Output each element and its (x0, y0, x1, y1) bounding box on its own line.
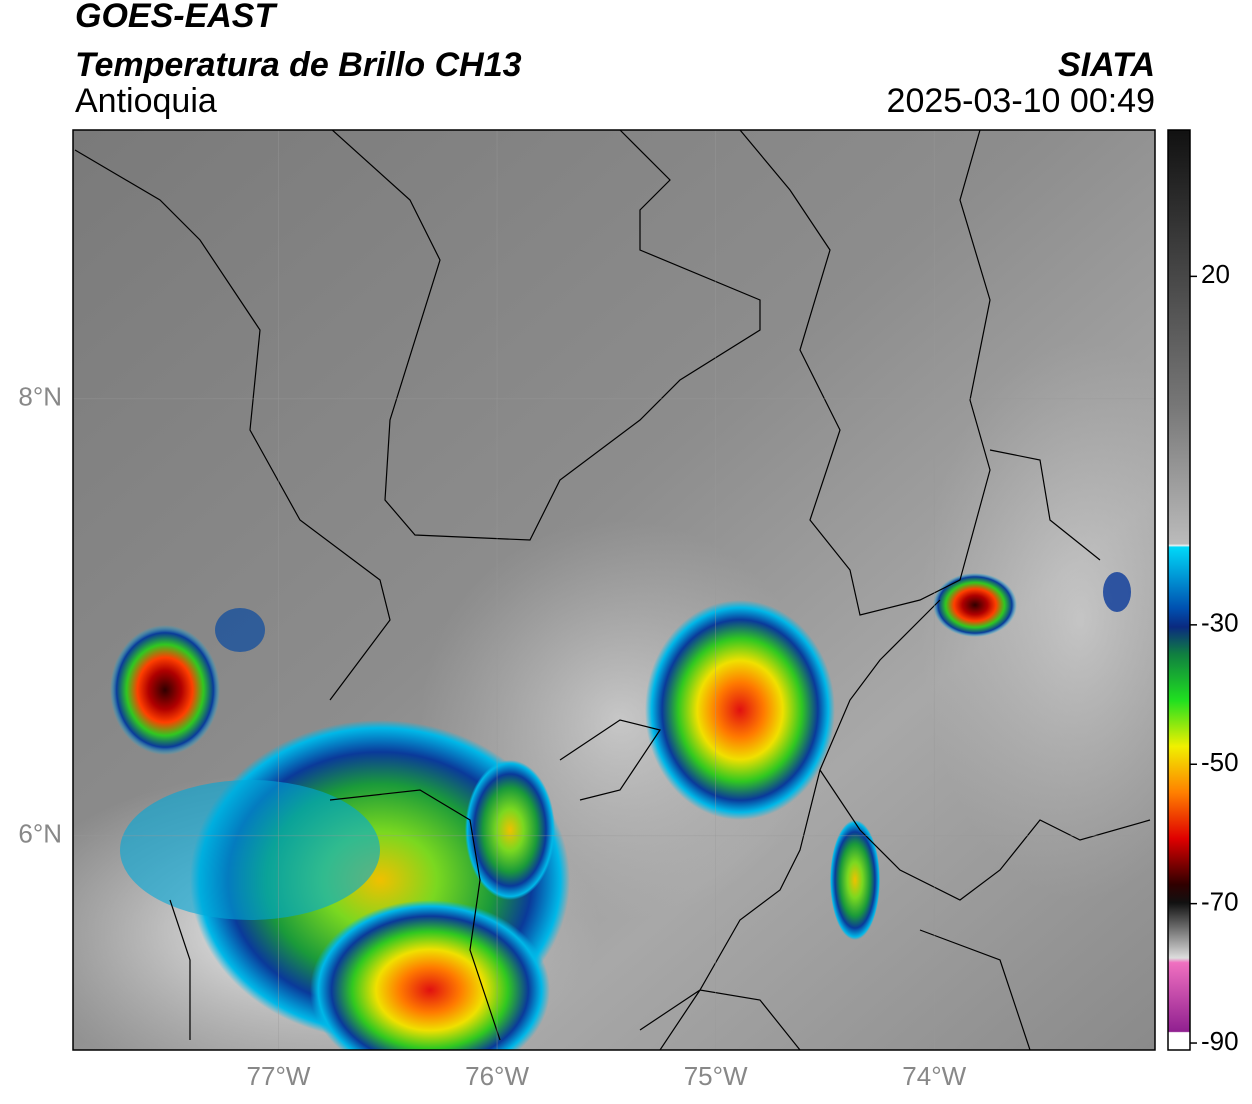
title: GOES-EAST (75, 0, 278, 35)
datetime: 2025-03-10 00:49 (887, 82, 1155, 120)
x-tick-label: 75°W (684, 1061, 748, 1091)
colorbar (1167, 129, 1191, 1051)
x-tick-label: 77°W (247, 1061, 311, 1091)
region: Antioquia (75, 82, 217, 120)
y-tick-label: 6°N (18, 819, 62, 849)
colorbar-tick-label: -70 (1201, 887, 1239, 917)
y-tick-label: 8°N (18, 382, 62, 412)
map-frame (72, 129, 1156, 1051)
satellite-image (73, 130, 1155, 1050)
source: SIATA (1058, 46, 1155, 84)
colorbar-tick-label: -30 (1201, 608, 1239, 638)
colorbar-tick-label: 20 (1201, 259, 1230, 289)
subtitle: Temperatura de Brillo CH13 (75, 46, 522, 84)
colorbar-tick-label: -90 (1201, 1026, 1239, 1056)
colorbar-tick-label: -50 (1201, 747, 1239, 777)
x-tick-label: 74°W (902, 1061, 966, 1091)
x-tick-label: 76°W (465, 1061, 529, 1091)
